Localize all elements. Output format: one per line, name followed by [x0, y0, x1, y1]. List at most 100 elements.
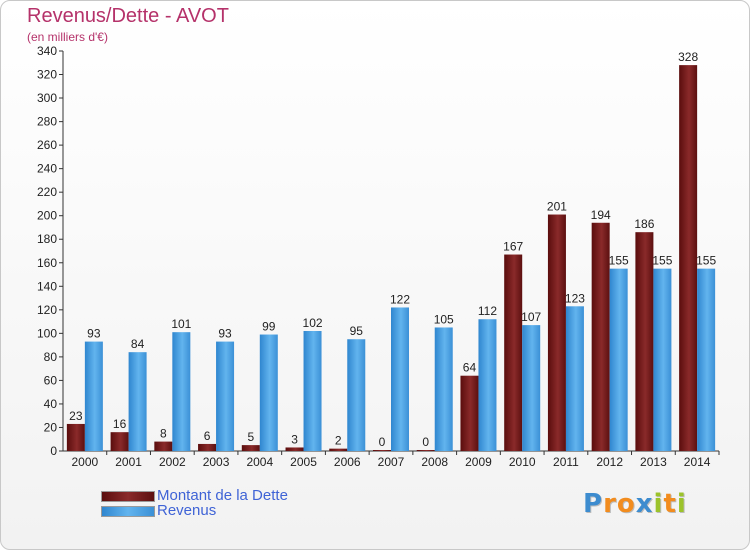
logo-letter: r — [603, 489, 617, 519]
bar-revenus-2007 — [391, 307, 409, 451]
y-tick-label: 100 — [37, 326, 57, 340]
data-labels: 23 93 16 84 8 101 6 93 5 99 3 102 2 95 0 122 0 105 64 112 16… — [69, 50, 716, 449]
bar-revenus-2009 — [478, 319, 497, 451]
data-label-revenus: 105 — [434, 312, 454, 326]
data-label-dette: 194 — [591, 208, 611, 222]
x-tick-label: 2006 — [334, 455, 361, 469]
data-label-dette: 0 — [422, 435, 429, 449]
logo-letter: o — [616, 489, 636, 519]
y-tick-label: 80 — [44, 350, 58, 364]
data-label-dette: 3 — [291, 432, 298, 446]
data-label-dette: 8 — [160, 427, 167, 441]
data-label-revenus: 107 — [521, 310, 541, 324]
x-tick-label: 2012 — [596, 455, 623, 469]
bar-dette-2006 — [329, 448, 348, 451]
y-tick-label: 40 — [44, 397, 58, 411]
bar-revenus-2005 — [303, 331, 322, 451]
legend-label-revenus: Revenus — [157, 502, 217, 519]
bar-dette-2000 — [66, 423, 85, 451]
logo-letter: i — [653, 489, 664, 519]
y-tick-label: 240 — [37, 162, 57, 176]
data-label-dette: 64 — [463, 361, 477, 375]
y-tick-label: 200 — [37, 209, 57, 223]
data-label-revenus: 123 — [565, 291, 585, 305]
y-tick-label: 340 — [37, 44, 57, 58]
logo-letter: x — [635, 489, 654, 519]
bars — [66, 65, 716, 451]
bar-dette-2011 — [547, 214, 566, 451]
y-tick-label: 140 — [37, 279, 57, 293]
y-tick-label: 0 — [50, 444, 57, 458]
bar-revenus-2014 — [697, 268, 716, 451]
data-label-revenus: 155 — [609, 254, 629, 268]
bar-revenus-2000 — [84, 341, 103, 451]
x-tick-label: 2009 — [465, 455, 492, 469]
logo-letter: P — [583, 489, 604, 519]
logo-letter: t — [663, 489, 677, 519]
y-tick-label: 120 — [37, 303, 57, 317]
x-tick-label: 2001 — [115, 455, 142, 469]
bar-revenus-2001 — [128, 352, 147, 451]
data-label-dette: 5 — [247, 430, 254, 444]
bar-revenus-2008 — [434, 327, 453, 451]
x-tick-label: 2013 — [640, 455, 667, 469]
bar-dette-2005 — [285, 447, 304, 451]
x-tick-label: 2010 — [509, 455, 536, 469]
x-tick-label: 2005 — [290, 455, 317, 469]
x-tick-label: 2007 — [378, 455, 405, 469]
data-label-revenus: 101 — [171, 317, 191, 331]
y-tick-label: 60 — [44, 373, 58, 387]
bar-dette-2008 — [416, 450, 435, 451]
x-tick-label: 2011 — [553, 455, 579, 469]
x-tick-label: 2014 — [684, 455, 711, 469]
bar-revenus-2013 — [653, 268, 672, 451]
bar-dette-2014 — [679, 65, 698, 451]
data-label-revenus: 102 — [303, 316, 323, 330]
proxiti-logo: Proxiti — [583, 489, 687, 519]
data-label-revenus: 95 — [350, 324, 364, 338]
chart-subtitle: (en milliers d'€) — [27, 30, 108, 44]
bar-revenus-2002 — [172, 332, 191, 451]
bar-dette-2007 — [373, 450, 391, 451]
data-label-revenus: 112 — [478, 304, 497, 318]
data-label-revenus: 99 — [262, 320, 276, 334]
data-label-dette: 0 — [379, 435, 386, 449]
data-label-revenus: 155 — [652, 254, 672, 268]
bar-revenus-2011 — [565, 306, 584, 451]
y-tick-label: 180 — [37, 232, 57, 246]
bar-dette-2010 — [504, 254, 523, 451]
y-tick-label: 260 — [37, 138, 57, 152]
data-label-dette: 167 — [503, 240, 523, 254]
bar-dette-2001 — [110, 432, 129, 451]
bar-revenus-2003 — [216, 341, 235, 451]
bar-revenus-2006 — [347, 339, 366, 451]
data-label-revenus: 84 — [131, 337, 145, 351]
bar-dette-2013 — [635, 232, 654, 451]
x-tick-label: 2002 — [159, 455, 186, 469]
data-label-revenus: 93 — [87, 327, 101, 341]
legend-swatch-revenus — [101, 506, 155, 517]
data-label-dette: 2 — [335, 434, 342, 448]
chart-title: Revenus/Dette - AVOT — [27, 5, 229, 27]
y-tick-label: 320 — [37, 68, 57, 82]
bar-revenus-2004 — [259, 334, 278, 451]
x-tick-label: 2000 — [72, 455, 99, 469]
data-label-dette: 6 — [204, 429, 211, 443]
data-label-dette: 201 — [547, 200, 567, 214]
data-label-revenus: 93 — [218, 327, 232, 341]
y-tick-label: 20 — [44, 420, 58, 434]
bar-revenus-2010 — [522, 325, 541, 451]
y-tick-label: 280 — [37, 115, 57, 129]
bar-dette-2003 — [198, 443, 217, 451]
bar-dette-2004 — [241, 445, 260, 451]
logo-letter: i — [676, 489, 687, 519]
bar-dette-2012 — [591, 222, 610, 451]
data-label-revenus: 122 — [390, 292, 410, 306]
bar-dette-2002 — [154, 441, 173, 451]
x-tick-label: 2008 — [421, 455, 448, 469]
bar-dette-2009 — [460, 375, 479, 451]
x-tick-label: 2004 — [246, 455, 273, 469]
bar-revenus-2012 — [609, 268, 628, 451]
